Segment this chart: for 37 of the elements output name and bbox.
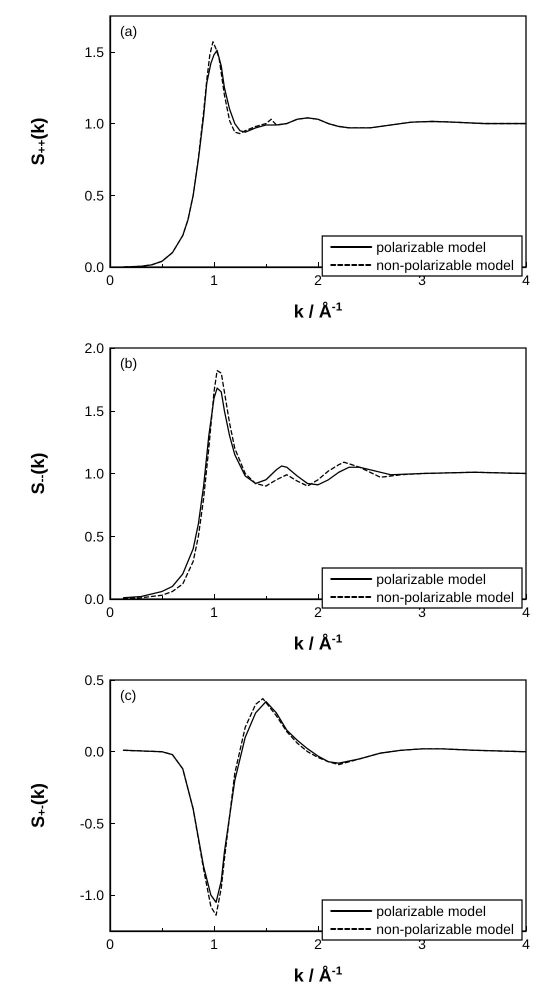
x-tick-label: 2 [314,272,322,288]
y-tick-label: 0.0 [84,591,104,607]
x-tick-label: 1 [210,604,218,620]
y-tick-label: 2.0 [84,340,104,356]
y-tick-label: 0.5 [84,528,104,544]
y-tick-label: 0.0 [84,259,104,275]
y-tick-label: 0.5 [84,187,104,204]
x-tick-label: 2 [314,604,322,620]
legend-label: polarizable model [376,239,486,255]
x-tick-label: 0 [106,936,114,952]
y-tick-label: 1.0 [84,116,104,132]
y-axis-title: S++(k) [28,118,48,166]
x-tick-label: 4 [522,604,530,620]
x-tick-label: 4 [522,272,530,288]
annotation: (b) [120,355,138,371]
annotation: (a) [120,23,138,39]
y-tick-label: -1.0 [80,887,104,904]
y-tick-label: 1.5 [84,402,104,419]
x-tick-label: 1 [210,272,218,288]
x-tick-label: 0 [106,272,114,288]
y-tick-label: 1.0 [84,466,104,482]
annotation: (c) [120,687,136,703]
y-tick-label: -0.5 [80,815,104,832]
legend-label: polarizable model [376,571,486,587]
y-axis-title: S+-(k) [28,783,48,828]
x-tick-label: 0 [106,604,114,620]
x-tick-label: 4 [522,936,530,952]
legend-label: polarizable model [376,903,486,919]
legend-label: non-polarizable model [376,921,514,937]
y-tick-label: 1.5 [84,44,104,60]
y-tick-label: 0.5 [84,672,104,688]
y-tick-label: 0.0 [84,744,104,760]
legend-label: non-polarizable model [376,589,514,605]
x-tick-label: 2 [314,936,322,952]
legend-label: non-polarizable model [376,257,514,273]
x-tick-label: 1 [210,936,218,952]
y-axis-title: S--(k) [28,452,48,494]
